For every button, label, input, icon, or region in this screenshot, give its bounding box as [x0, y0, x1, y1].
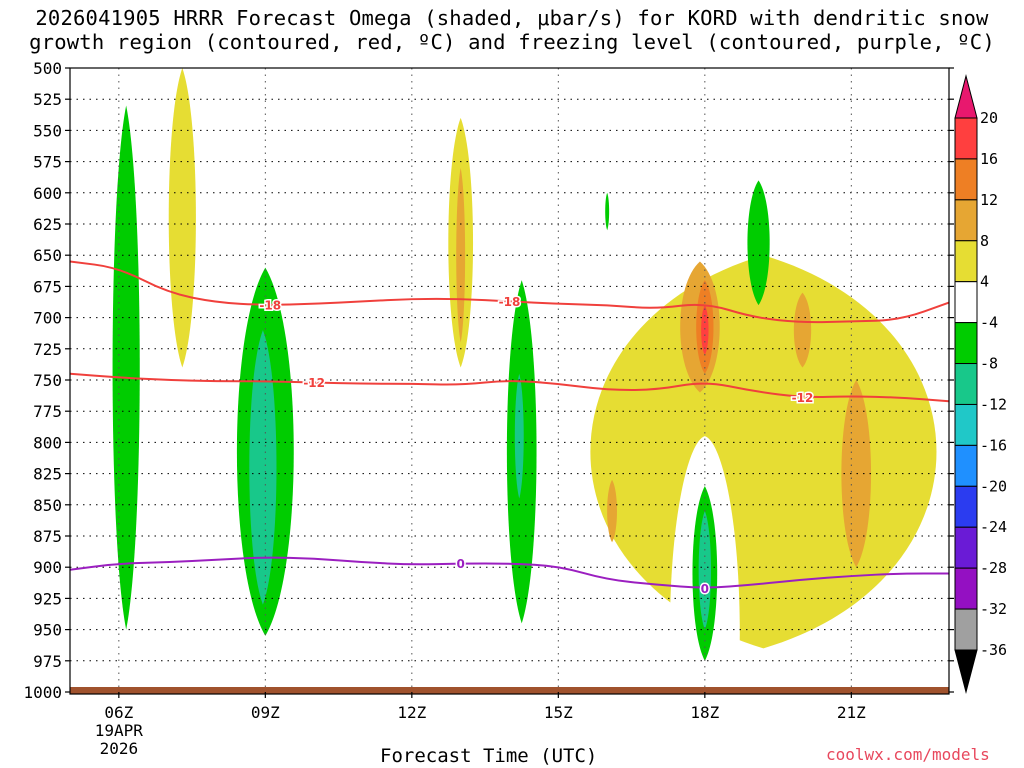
time-sublabel-06Z-0: 19APR: [95, 721, 144, 740]
pressure-label-600: 600: [33, 184, 62, 203]
time-label-12Z: 12Z: [397, 703, 426, 722]
pressure-label-575: 575: [33, 153, 62, 172]
contour-line-2: [70, 556, 949, 589]
pressure-label-800: 800: [33, 433, 62, 452]
colorbar-bin-4-8: [954, 240, 978, 283]
colorbar-label--24: -24: [980, 518, 1007, 536]
contour-label-1-1: -12: [792, 391, 814, 405]
pressure-label-975: 975: [33, 652, 62, 671]
omega-region-7: [514, 373, 524, 499]
omega-region-17: [747, 180, 770, 306]
colorbar-label--8: -8: [980, 355, 998, 373]
colorbar-label--20: -20: [980, 477, 1007, 495]
colorbar-label--36: -36: [980, 641, 1007, 659]
plot-frame: [69, 67, 950, 695]
omega-region-14: [607, 479, 617, 543]
chart-title-line-1: 2026041905 HRRR Forecast Omega (shaded, …: [35, 6, 989, 30]
pressure-label-525: 525: [33, 90, 62, 109]
pressure-label-875: 875: [33, 527, 62, 546]
pressure-label-500: 500: [33, 59, 62, 78]
omega-region-overlay-16: [698, 511, 712, 630]
temperature-contours: -18 -18 -12 -12 0 0: [70, 260, 949, 597]
contour-line-0: [70, 260, 949, 324]
website-credit: coolwx.com/models: [826, 745, 990, 764]
omega-region-0: [112, 105, 140, 630]
colorbar-bin--4-4: [954, 281, 978, 324]
colorbar-label-16: 16: [980, 150, 998, 168]
colorbar-bin--8--4: [954, 322, 978, 365]
colorbar-label--12: -12: [980, 395, 1007, 413]
pressure-label-725: 725: [33, 340, 62, 359]
omega-colorbar: 20 16 12 8 4 -4 -8 -12 -16 -20 -24 -28 -32 -36: [954, 74, 1007, 694]
colorbar-bin-12-16: [954, 158, 978, 201]
time-sublabel-06Z-1: 2026: [100, 739, 139, 758]
pressure-label-775: 775: [33, 402, 62, 421]
pressure-label-950: 950: [33, 621, 62, 640]
pressure-label-625: 625: [33, 215, 62, 234]
contour-label-2-0: 0: [456, 557, 464, 571]
pressure-label-1000: 1000: [23, 683, 62, 702]
colorbar-label--32: -32: [980, 600, 1007, 618]
time-label-15Z: 15Z: [544, 703, 573, 722]
colorbar-label--4: -4: [980, 314, 998, 332]
colorbar-bin--16--12: [954, 403, 978, 446]
colorbar-bin--12--8: [954, 363, 978, 405]
colorbar-bin--24--20: [954, 485, 978, 528]
omega-region-18: [605, 192, 610, 231]
colorbar-label--28: -28: [980, 559, 1007, 577]
omega-region-3: [249, 330, 277, 605]
ground-surface-bar: [70, 687, 949, 694]
colorbar-label-8: 8: [980, 232, 989, 250]
chart-title: 2026041905 HRRR Forecast Omega (shaded, …: [0, 6, 1024, 54]
colorbar-bin--28--24: [954, 526, 978, 569]
colorbar-label-20: 20: [980, 109, 998, 127]
pressure-label-650: 650: [33, 246, 62, 265]
colorbar-bin-16-20: [954, 117, 978, 160]
pressure-label-550: 550: [33, 121, 62, 140]
pressure-axis: 500 525 550 575 600 625 650 675 700 725 750 775 800 8…: [23, 59, 954, 702]
contour-label-0-0: -18: [259, 298, 281, 312]
pressure-label-850: 850: [33, 496, 62, 515]
contour-label-1-0: -12: [303, 376, 325, 390]
omega-region-13: [841, 380, 872, 568]
colorbar-label--16: -16: [980, 436, 1007, 454]
contour-label-0-1: -18: [499, 295, 521, 309]
pressure-label-750: 750: [33, 371, 62, 390]
x-axis-label: Forecast Time (UTC): [380, 745, 598, 767]
omega-region-11: [701, 305, 709, 356]
colorbar-bin--20--16: [954, 444, 978, 487]
pressure-label-700: 700: [33, 309, 62, 328]
time-label-18Z: 18Z: [690, 703, 719, 722]
time-label-21Z: 21Z: [837, 703, 866, 722]
pressure-label-900: 900: [33, 558, 62, 577]
colorbar-bottom-arrow: [954, 649, 978, 694]
contour-line-1: [70, 372, 949, 403]
chart-title-line-2: growth region (contoured, red, ºC) and f…: [29, 30, 995, 54]
pressure-label-925: 925: [33, 589, 62, 608]
colorbar-label-4: 4: [980, 273, 989, 291]
pressure-label-675: 675: [33, 277, 62, 296]
time-label-09Z: 09Z: [251, 703, 280, 722]
pressure-label-825: 825: [33, 465, 62, 484]
colorbar-label-12: 12: [980, 191, 998, 209]
colorbar-bin--32--28: [954, 567, 978, 610]
contour-label-2-1: 0: [701, 582, 709, 596]
colorbar-bin-8-12: [954, 199, 978, 242]
colorbar-bin--36--32: [954, 608, 978, 651]
colorbar-top-arrow: [954, 74, 978, 119]
time-label-06Z: 06Z: [104, 703, 133, 722]
